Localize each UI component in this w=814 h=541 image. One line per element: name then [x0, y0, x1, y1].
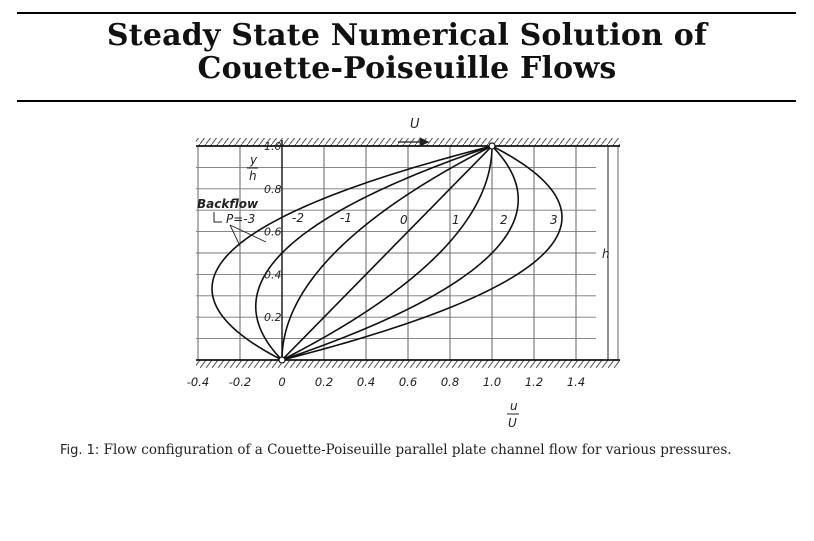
axis-labels: -0.4 -0.2 0 0.2 0.4 0.6 0.8 1.0 1.2 1.4 1.0 0.8 0.6 0…: [187, 140, 585, 389]
y-axis-label-den: h: [249, 169, 257, 183]
y-tick-label: 0.4: [264, 268, 282, 281]
backflow-label: Backflow: [197, 197, 259, 211]
y-tick-label: 1.0: [264, 140, 282, 153]
curve-label: 1: [452, 213, 460, 227]
profile-curve-6: [281, 145, 563, 361]
profile-curve-4: [281, 145, 493, 361]
x-tick-label: 0.2: [315, 375, 333, 389]
profile-curve-2: [281, 145, 493, 361]
caption-label: Fig. 1:: [60, 443, 100, 458]
bottom-wall-hatch: [196, 360, 620, 368]
y-tick-label: 0.6: [264, 226, 282, 239]
curve-label: -1: [340, 211, 352, 225]
top-node: [488, 142, 496, 150]
profile-curve-3: [281, 145, 493, 361]
x-tick-label: 0.4: [357, 375, 375, 389]
curve-label: P=-3: [226, 212, 255, 226]
figure-caption: Fig. 1: Flow configuration of a Couette-…: [60, 442, 800, 458]
backflow-bracket: [213, 212, 222, 223]
x-tick-label: -0.4: [187, 375, 209, 389]
origin-node: [278, 356, 286, 364]
x-tick-label: 0.6: [399, 375, 417, 389]
x-tick-label: 1.4: [567, 375, 585, 389]
y-tick-label: 0.8: [264, 183, 282, 196]
x-tick-label: 1.2: [525, 375, 543, 389]
curve-label: -2: [292, 211, 304, 225]
x-tick-label: 1.0: [483, 375, 501, 389]
x-tick-label: 0: [278, 375, 285, 389]
profile-curve-0: [211, 145, 493, 361]
title-line-1: Steady State Numerical Solution of: [106, 18, 708, 53]
bottom-rule: [17, 100, 796, 102]
x-axis-label-num: u: [510, 399, 518, 413]
curve-label: 0: [400, 213, 408, 227]
curve-label: 2: [500, 213, 508, 227]
y-tick-label: 0.2: [264, 311, 282, 324]
top-velocity-label: U: [410, 117, 420, 132]
profile-curve-5: [281, 145, 520, 361]
x-tick-label: 0.8: [441, 375, 459, 389]
backflow-leader-1: [229, 224, 267, 243]
grid-lines: [196, 146, 619, 360]
height-label: h: [602, 247, 610, 261]
backflow-leader-2: [229, 224, 241, 247]
caption-text: Flow configuration of a Couette-Poiseuil…: [103, 442, 732, 458]
title-line-2: Couette-Poiseuille Flows: [197, 51, 617, 86]
profile-curve-1: [254, 145, 493, 361]
velocity-profiles: [211, 142, 563, 364]
x-tick-label: -0.2: [229, 375, 251, 389]
top-rule: [17, 12, 796, 14]
y-axis-label-num: y: [249, 153, 258, 167]
curve-label: 3: [550, 213, 558, 227]
couette-poiseuille-figure: -0.4 -0.2 0 0.2 0.4 0.6 0.8 1.0 1.2 1.4 1.0 0.8 0.6 0…: [187, 117, 620, 430]
x-axis-label-den: U: [508, 416, 517, 430]
